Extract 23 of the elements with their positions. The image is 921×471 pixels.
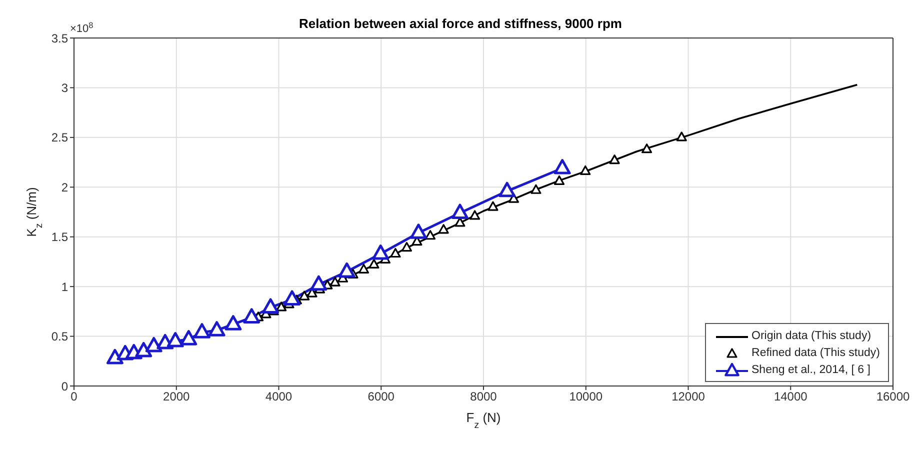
x-tick-label: 14000 [774, 390, 808, 404]
x-tick-label: 0 [70, 390, 78, 404]
legend-label: Sheng et al., 2014, [ 6 ] [752, 364, 870, 376]
y-tick-label: 0.5 [51, 330, 68, 344]
y-tick-label: 3 [61, 80, 68, 95]
legend-label: Origin data (This study) [752, 330, 872, 342]
y-tick-label: 0 [61, 379, 68, 394]
x-tick-label: 12000 [672, 390, 706, 404]
y-tick-label: 2.5 [51, 130, 68, 145]
y-tick-label: 2 [61, 180, 68, 194]
x-tick-label: 2000 [163, 390, 190, 404]
y-tick-label: 3.5 [51, 31, 68, 46]
x-tick-label: 8000 [470, 390, 498, 404]
x-tick-label: 6000 [368, 390, 395, 404]
legend-label: Refined data (This study) [752, 346, 880, 358]
y-tick-label: 1.5 [51, 230, 68, 244]
chart-title: Relation between axial force and stiffness, 9000 rpm [299, 16, 622, 31]
x-tick-label: 16000 [876, 390, 910, 404]
x-tick-label: 10000 [569, 390, 603, 404]
text: ×10$^{8}$ [70, 20, 94, 35]
x-axis-title: F$_{z}$ (N) [466, 410, 501, 430]
y-tick-label: 1 [61, 280, 68, 294]
x-tick-label: 4000 [265, 390, 292, 404]
